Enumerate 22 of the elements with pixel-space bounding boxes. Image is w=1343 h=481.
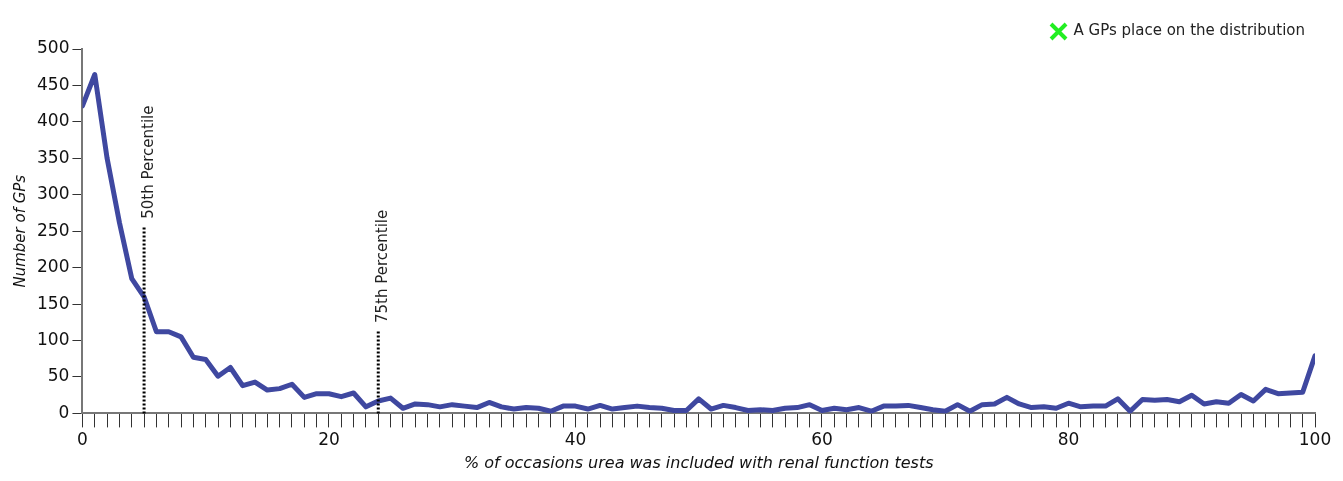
x-axis-title: % of occasions urea was included with renal function tests	[463, 452, 934, 472]
y-tick-label: 50	[47, 365, 70, 386]
y-tick-label: 150	[36, 292, 70, 313]
x-tick-label: 80	[1057, 429, 1080, 450]
y-tick-label: 400	[36, 110, 70, 131]
y-tick-label: 0	[58, 401, 70, 422]
x-tick-label: 60	[811, 429, 833, 450]
y-tick-label: 350	[36, 146, 70, 167]
x-tick-label: 20	[318, 429, 340, 450]
y-axis-title: Number of GPs	[10, 174, 29, 288]
x-tick-label: 100	[1298, 429, 1332, 450]
y-tick-label: 450	[36, 73, 70, 94]
x-tick-label: 40	[564, 429, 587, 450]
legend-label: A GPs place on the distribution	[1073, 21, 1306, 40]
ref-line-label: 50th Percentile	[138, 105, 157, 219]
y-tick-label: 100	[36, 328, 70, 349]
y-tick-label: 500	[36, 37, 70, 58]
x-tick-label: 0	[77, 429, 88, 450]
y-tick-label: 250	[36, 219, 70, 240]
y-tick-label: 200	[36, 256, 70, 277]
ref-line-label: 75th Percentile	[373, 209, 392, 324]
y-tick-label: 300	[36, 183, 70, 204]
